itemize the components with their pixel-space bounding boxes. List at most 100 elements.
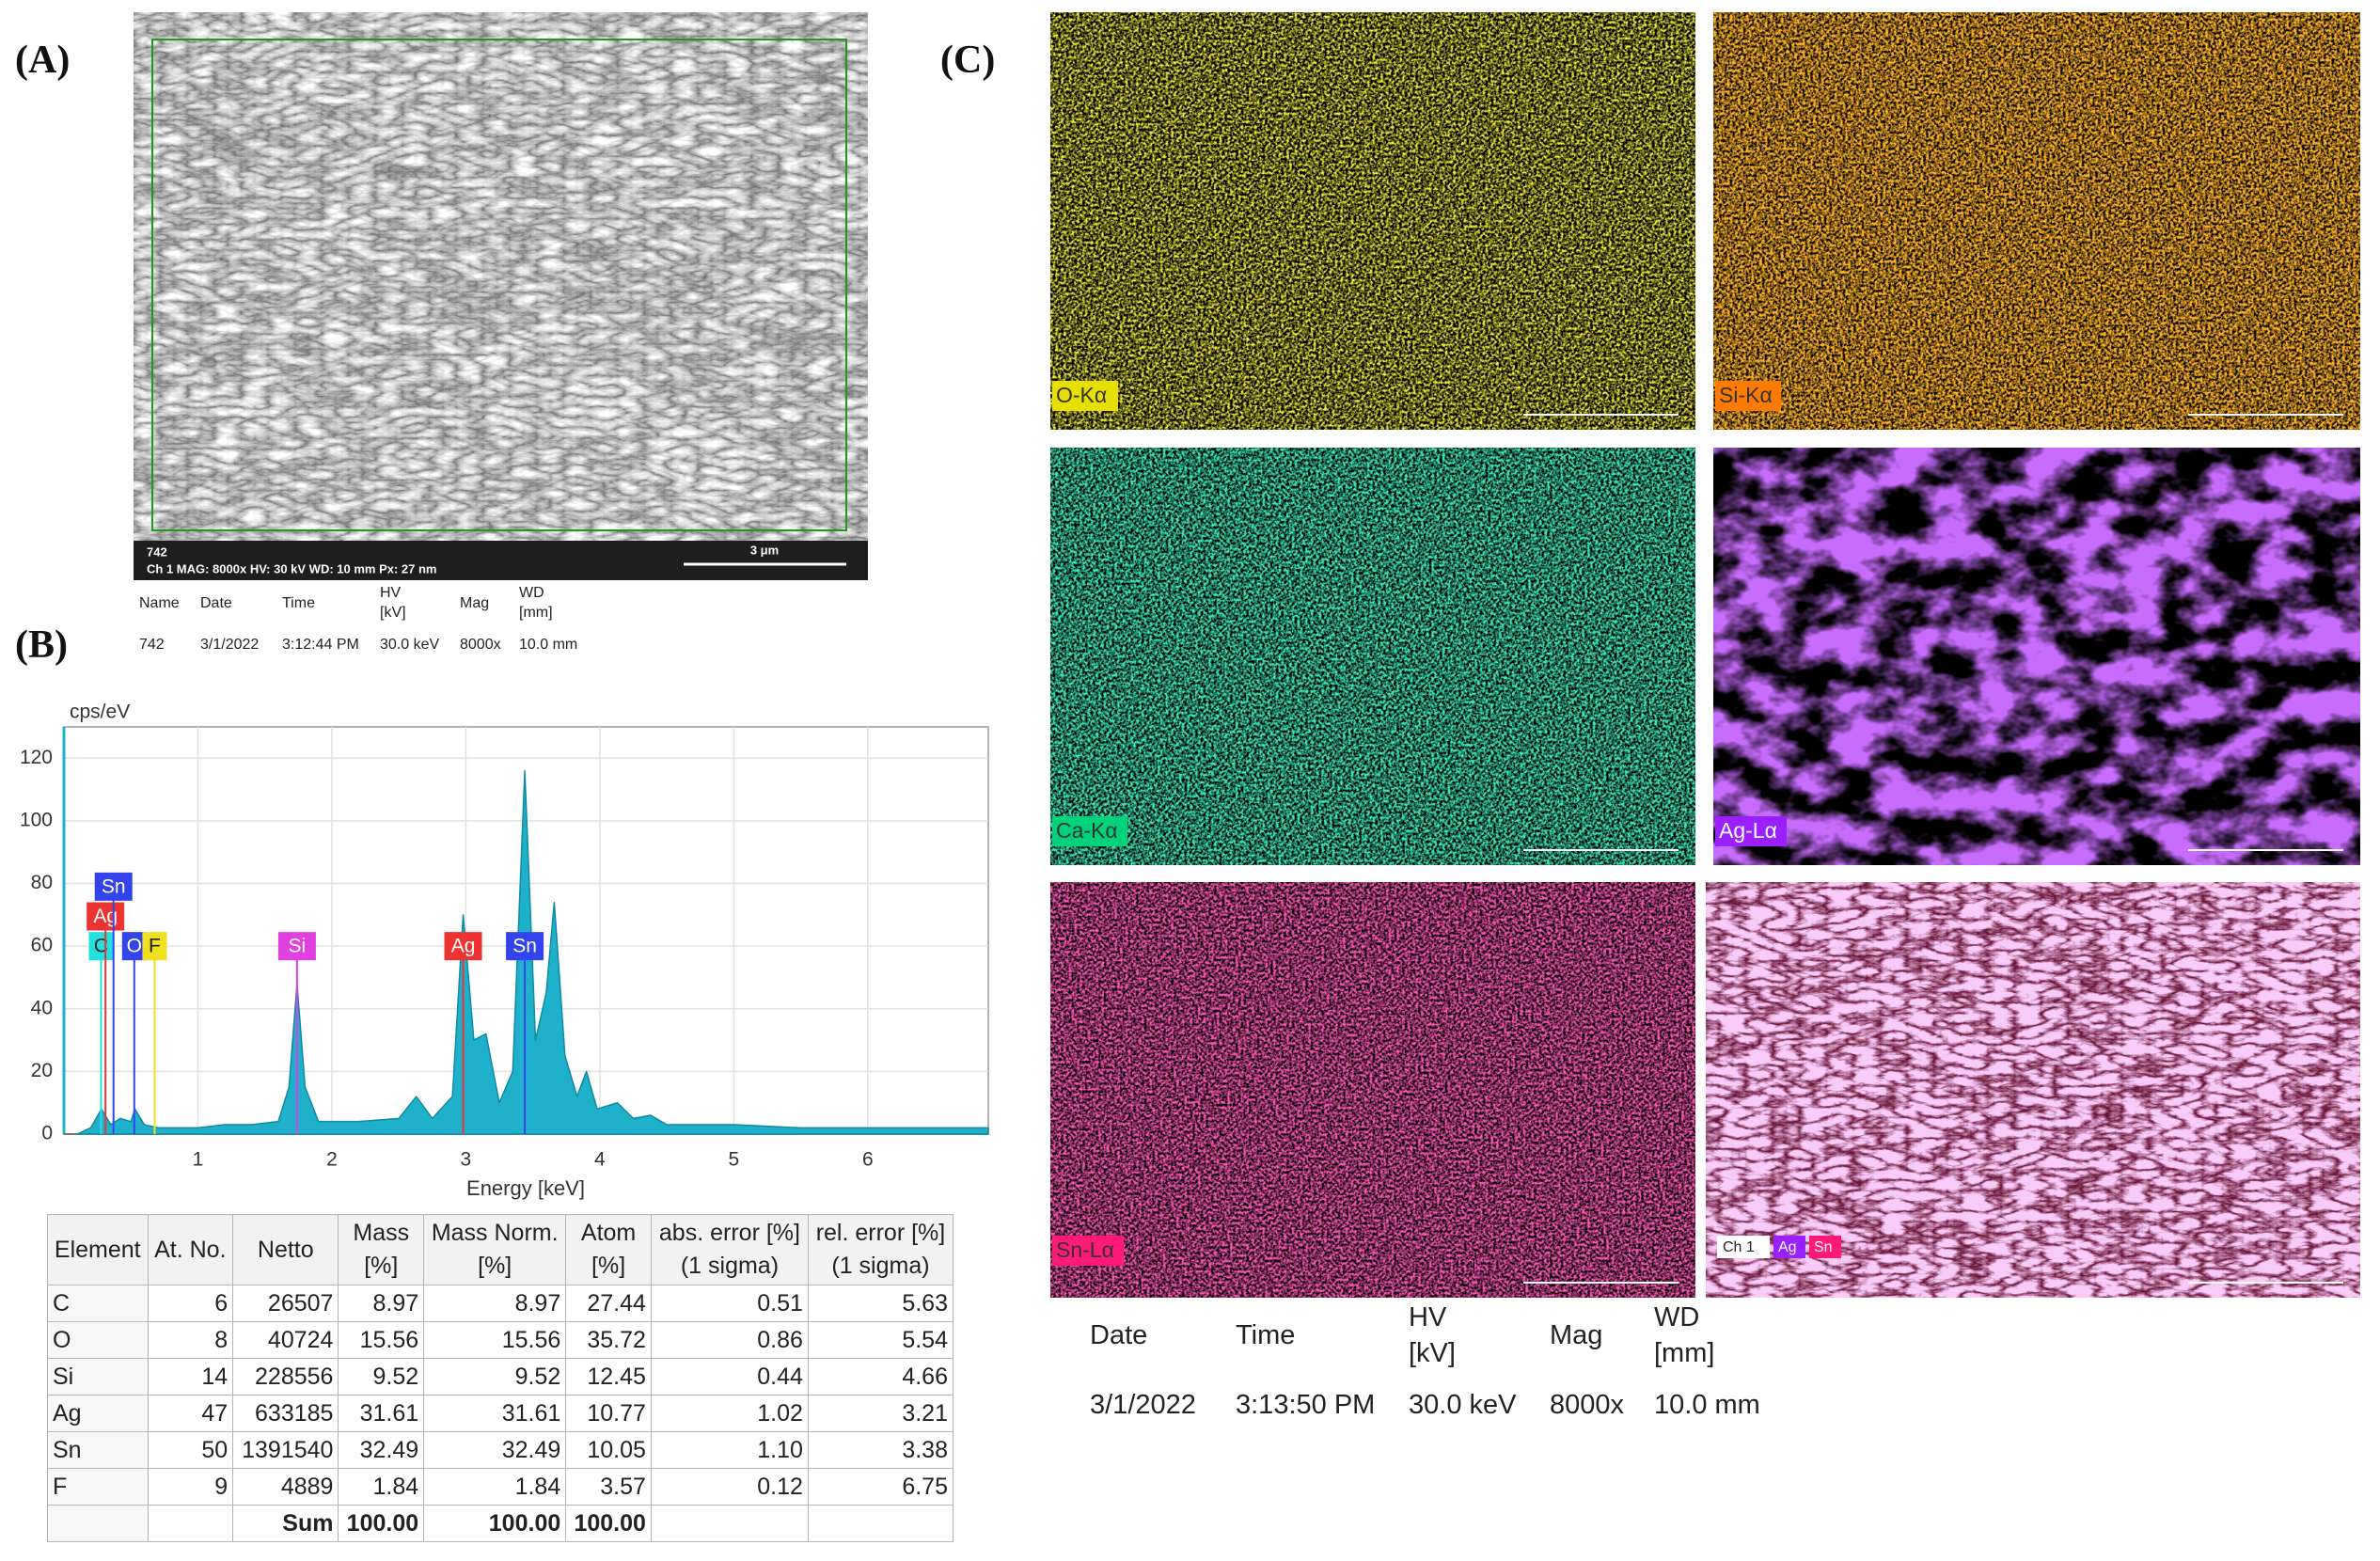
table-row: C 6 26507 8.97 8.97 27.44 0.51 5.63 [47, 1285, 954, 1322]
table-cell: 0.44 [650, 1358, 809, 1395]
table-header: abs. error [%] (1 sigma) [650, 1214, 809, 1285]
y-tick-label: 60 [31, 935, 53, 956]
map-label: Sn-Lα [1056, 1238, 1114, 1262]
table-cell [807, 1505, 954, 1542]
x-axis-title: Energy [keV] [466, 1176, 585, 1200]
table-cell: 633185 [232, 1395, 339, 1432]
table-cell: 10.05 [565, 1431, 652, 1469]
table-cell: 9 [147, 1468, 234, 1506]
table-cell: 10.77 [565, 1395, 652, 1432]
table-header: At. No. [147, 1214, 234, 1285]
meta-value: 3:13:50 PM [1236, 1389, 1376, 1420]
table-cell: 9.52 [338, 1358, 425, 1395]
table-cell: 31.61 [338, 1395, 425, 1432]
element-label: Ag [93, 906, 118, 927]
element-label-box [444, 932, 482, 961]
map-noise [1713, 12, 2360, 430]
table-cell: 8 [147, 1321, 234, 1359]
table-row: O 8 40724 15.56 15.56 35.72 0.86 5.54 [47, 1321, 954, 1359]
map-label-box [1052, 381, 1118, 411]
meta-value: 30.0 keV [1409, 1389, 1517, 1420]
table-sum-value: 100.00 [423, 1505, 567, 1542]
element-label: Sn [512, 936, 537, 957]
table-cell [47, 1505, 149, 1542]
meta-header: HV [kV] [380, 585, 406, 621]
y-tick-label: 0 [41, 1123, 53, 1144]
table-cell [147, 1505, 234, 1542]
map-overlay: Ch 1 Ag Sn [1706, 882, 2360, 1298]
map-ca: Ca-Kα [1050, 448, 1695, 865]
y-tick-label: 40 [31, 997, 53, 1018]
table-cell: 1.10 [650, 1431, 809, 1469]
table-cell: 26507 [232, 1285, 339, 1322]
table-cell: O [47, 1321, 149, 1359]
map-label-box [1052, 1236, 1124, 1266]
table-cell: 32.49 [338, 1431, 425, 1469]
table-cell: 15.56 [423, 1321, 567, 1359]
table-cell: 1.84 [423, 1468, 567, 1506]
meta-header: HV [kV] [1409, 1302, 1456, 1368]
meta-header: WD [mm] [519, 585, 553, 621]
x-tick-label: 3 [461, 1149, 472, 1171]
table-cell: 8.97 [338, 1285, 425, 1322]
table-row: Si 14 228556 9.52 9.52 12.45 0.44 4.66 [47, 1358, 954, 1395]
y-tick-label: 80 [31, 872, 53, 893]
x-tick-label: 5 [728, 1149, 739, 1171]
table-header: Netto [232, 1214, 339, 1285]
table-row: Ag 47 633185 31.61 31.61 10.77 1.02 3.21 [47, 1395, 954, 1432]
table-cell: 40724 [232, 1321, 339, 1359]
element-label: O [127, 936, 142, 957]
table-cell: 35.72 [565, 1321, 652, 1359]
meta-value: 3/1/2022 [1090, 1389, 1196, 1420]
table-cell: Si [47, 1358, 149, 1395]
table-cell: 5.54 [807, 1321, 954, 1359]
table-cell: F [47, 1468, 149, 1506]
table-header: Mass Norm. [%] [423, 1214, 567, 1285]
table-cell: 1.02 [650, 1395, 809, 1432]
map-noise [1050, 12, 1695, 430]
meta-value: 3:12:44 PM [282, 636, 359, 653]
info-bar [134, 541, 868, 580]
map-noise [1050, 882, 1695, 1298]
table-sum-row: Sum 100.00 100.00 100.00 [47, 1505, 954, 1542]
legend-box [1809, 1236, 1841, 1258]
x-tick-label: 4 [594, 1149, 606, 1171]
meta-header: Mag [1550, 1320, 1603, 1351]
element-label: Ag [451, 936, 476, 957]
element-label: Sn [102, 875, 126, 897]
table-cell: Ag [47, 1395, 149, 1432]
table-cell: 3.57 [565, 1468, 652, 1506]
table-cell: 5.63 [807, 1285, 954, 1322]
table-cell: 15.56 [338, 1321, 425, 1359]
map-label: O-Kα [1056, 383, 1107, 407]
spectrum-area [76, 769, 989, 1135]
map-label: Si-Kα [1719, 383, 1773, 407]
table-cell [650, 1505, 809, 1542]
map-sn: Sn-Lα [1050, 882, 1695, 1298]
scale-label: 3 μm [750, 543, 779, 557]
x-tick-label: 1 [193, 1149, 204, 1171]
table-row: Sn 50 1391540 32.49 32.49 10.05 1.10 3.38 [47, 1431, 954, 1469]
table-cell: 3.21 [807, 1395, 954, 1432]
panel-label: (C) [940, 39, 996, 82]
table-cell: 1391540 [232, 1431, 339, 1469]
table-header: Atom [%] [565, 1214, 652, 1285]
table-header: rel. error [%] (1 sigma) [807, 1214, 954, 1285]
map-noise [1706, 882, 2360, 1298]
legend-box [1717, 1236, 1770, 1258]
panel-label: (B) [15, 623, 68, 667]
meta-value: 8000x [1550, 1389, 1625, 1420]
table-cell: C [47, 1285, 149, 1322]
table-cell: 1.84 [338, 1468, 425, 1506]
meta-header: Name [139, 594, 180, 611]
legend-label: Sn [1814, 1239, 1833, 1255]
element-label-box [506, 932, 544, 961]
sem-id: 742 [147, 544, 167, 559]
eds-table: Element At. No. Netto Mass [%] Mass Norm. [%… [47, 1214, 954, 1542]
meta-value: 10.0 mm [1654, 1389, 1760, 1420]
meta-value: 10.0 mm [519, 636, 578, 653]
sem-info: Ch 1 MAG: 8000x HV: 30 kV WD: 10 mm Px: … [147, 561, 437, 576]
meta-value: 742 [139, 636, 165, 653]
